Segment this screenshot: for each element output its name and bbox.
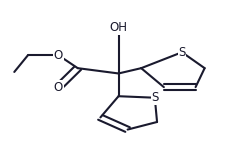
Text: O: O [54,49,63,62]
Text: O: O [54,81,63,94]
Text: S: S [178,46,185,59]
Text: S: S [151,91,158,104]
Text: OH: OH [109,21,127,34]
